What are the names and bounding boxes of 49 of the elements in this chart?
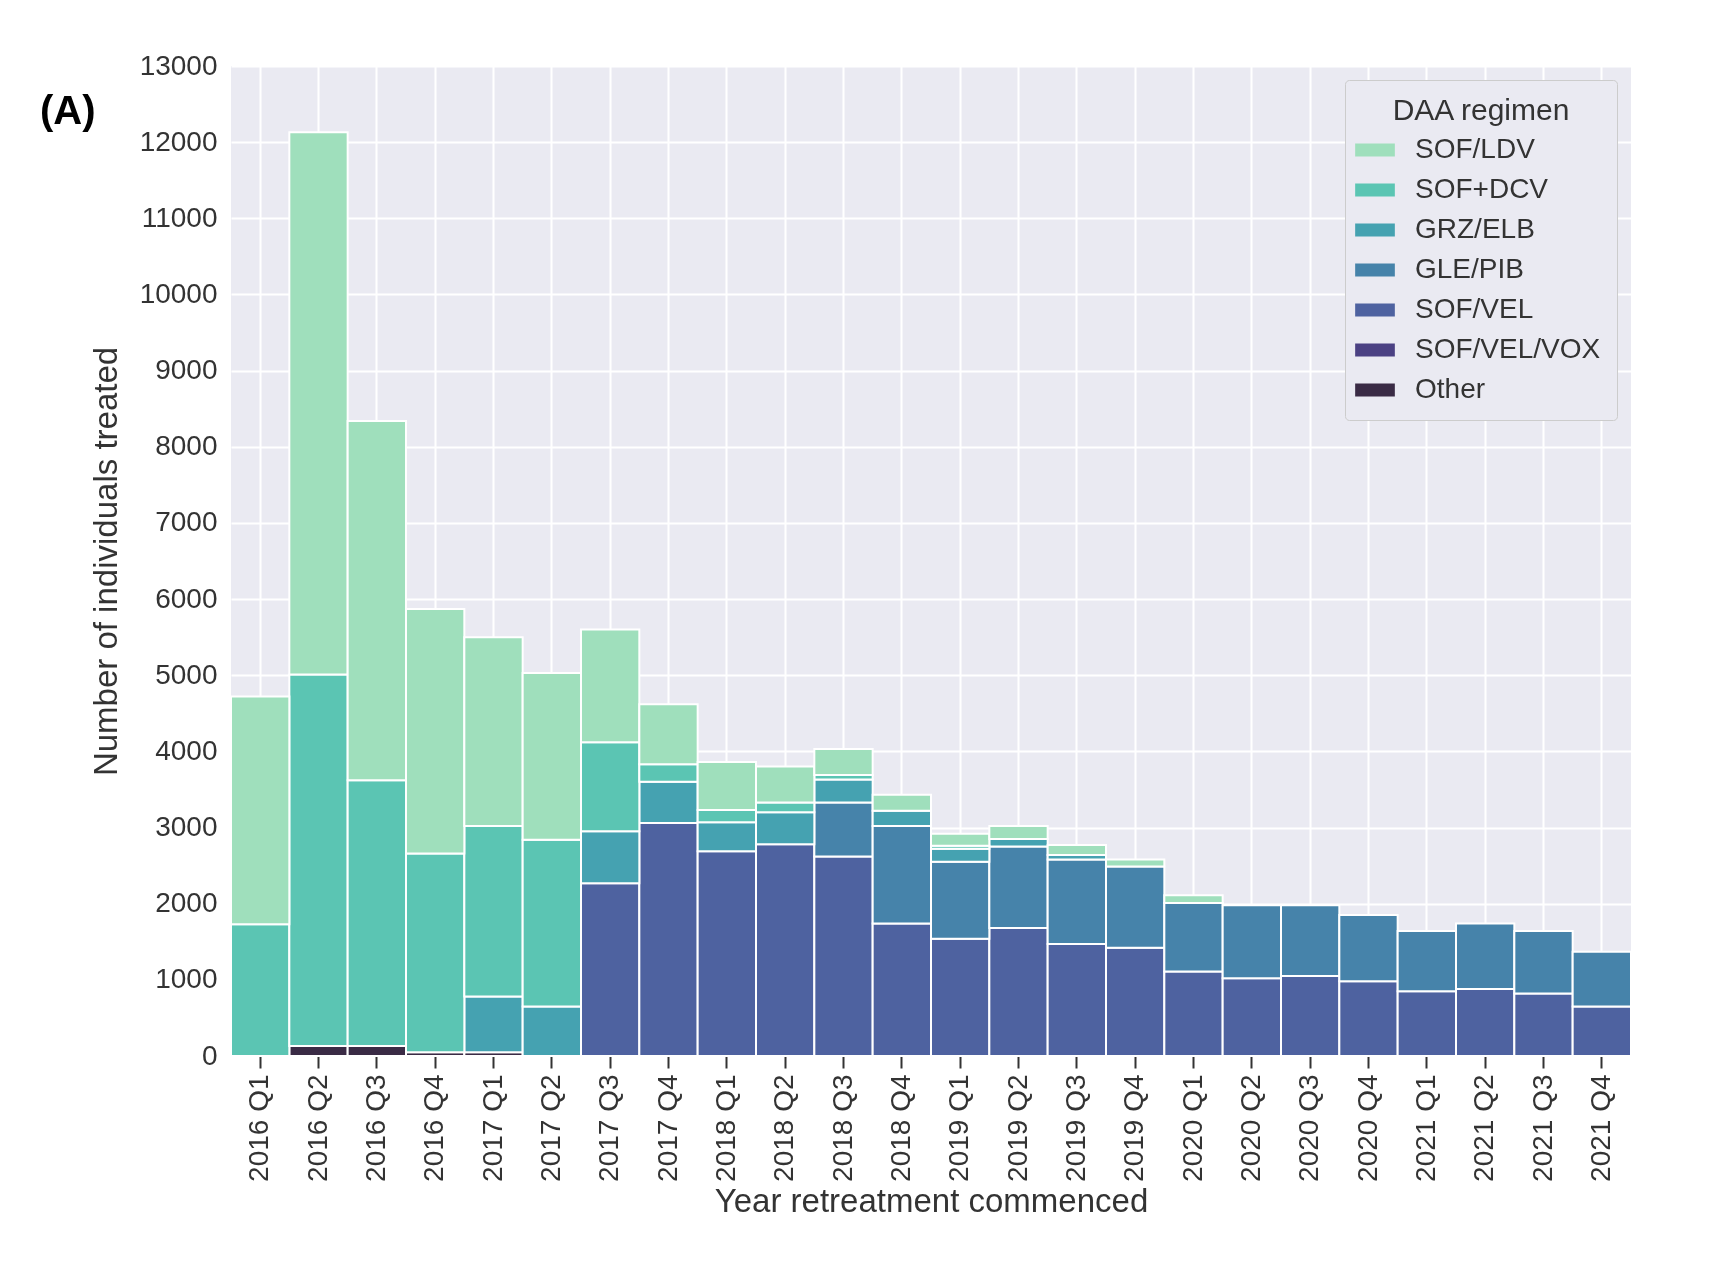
- legend-label: Other: [1415, 373, 1486, 404]
- legend-title: DAA regimen: [1392, 93, 1570, 126]
- y-tick-label: 0: [201, 1039, 218, 1071]
- x-tick-label: 2020 Q4: [1351, 1074, 1383, 1182]
- y-tick-label: 6000: [155, 582, 218, 614]
- x-tick-label: 2018 Q4: [884, 1074, 916, 1182]
- x-tick-label: 2020 Q3: [1293, 1074, 1325, 1182]
- x-tick-label: 2021 Q1: [1409, 1074, 1441, 1182]
- x-tick-label: 2019 Q4: [1118, 1074, 1150, 1182]
- y-tick-label: 11000: [141, 201, 218, 233]
- legend-label: GRZ/ELB: [1415, 213, 1535, 244]
- y-tick-label: 5000: [155, 658, 218, 690]
- x-tick-label: 2021 Q2: [1468, 1074, 1500, 1182]
- x-tick-label: 2021 Q4: [1584, 1074, 1616, 1182]
- legend-label: SOF/VEL: [1415, 293, 1534, 324]
- y-tick-label: 4000: [155, 734, 218, 766]
- x-tick-label: 2018 Q1: [709, 1074, 741, 1182]
- y-tick-label: 10000: [139, 277, 218, 309]
- x-tick-label: 2016 Q1: [243, 1074, 275, 1182]
- x-tick-label: 2019 Q3: [1059, 1074, 1091, 1182]
- x-tick-label: 2019 Q1: [943, 1074, 975, 1182]
- x-tick-label: 2021 Q3: [1526, 1074, 1558, 1182]
- y-tick-label: 7000: [155, 506, 218, 538]
- x-tick-label: 2017 Q1: [476, 1074, 508, 1182]
- legend-label: SOF/LDV: [1415, 133, 1536, 164]
- x-tick-label: 2018 Q3: [826, 1074, 858, 1182]
- y-tick-label: 12000: [139, 125, 218, 157]
- x-tick-label: 2020 Q1: [1176, 1074, 1208, 1182]
- x-tick-label: 2020 Q2: [1234, 1074, 1266, 1182]
- x-tick-label: 2018 Q2: [768, 1074, 800, 1182]
- x-tick-label: 2017 Q4: [651, 1074, 683, 1182]
- x-tick-label: 2016 Q2: [301, 1074, 333, 1182]
- text: (A): [40, 88, 96, 133]
- y-axis-title: Number of individuals treated: [86, 346, 124, 777]
- x-tick-label: 2017 Q2: [534, 1074, 566, 1182]
- legend-label: SOF/VEL/VOX: [1415, 333, 1601, 364]
- y-tick-label: 9000: [155, 354, 218, 386]
- y-tick-label: 8000: [155, 430, 218, 462]
- y-tick-label: 2000: [155, 887, 218, 919]
- y-tick-label: 3000: [155, 811, 218, 843]
- x-tick-label: 2017 Q3: [593, 1074, 625, 1182]
- x-tick-label: 2016 Q3: [359, 1074, 391, 1182]
- y-tick-label: 1000: [155, 963, 218, 995]
- y-tick-label: 13000: [139, 49, 218, 81]
- x-axis-title: Year retreatment commenced: [714, 1181, 1149, 1219]
- x-tick-label: 2016 Q4: [418, 1074, 450, 1182]
- legend-label: SOF+DCV: [1415, 173, 1549, 204]
- x-tick-label: 2019 Q2: [1001, 1074, 1033, 1182]
- legend-label: GLE/PIB: [1415, 253, 1524, 284]
